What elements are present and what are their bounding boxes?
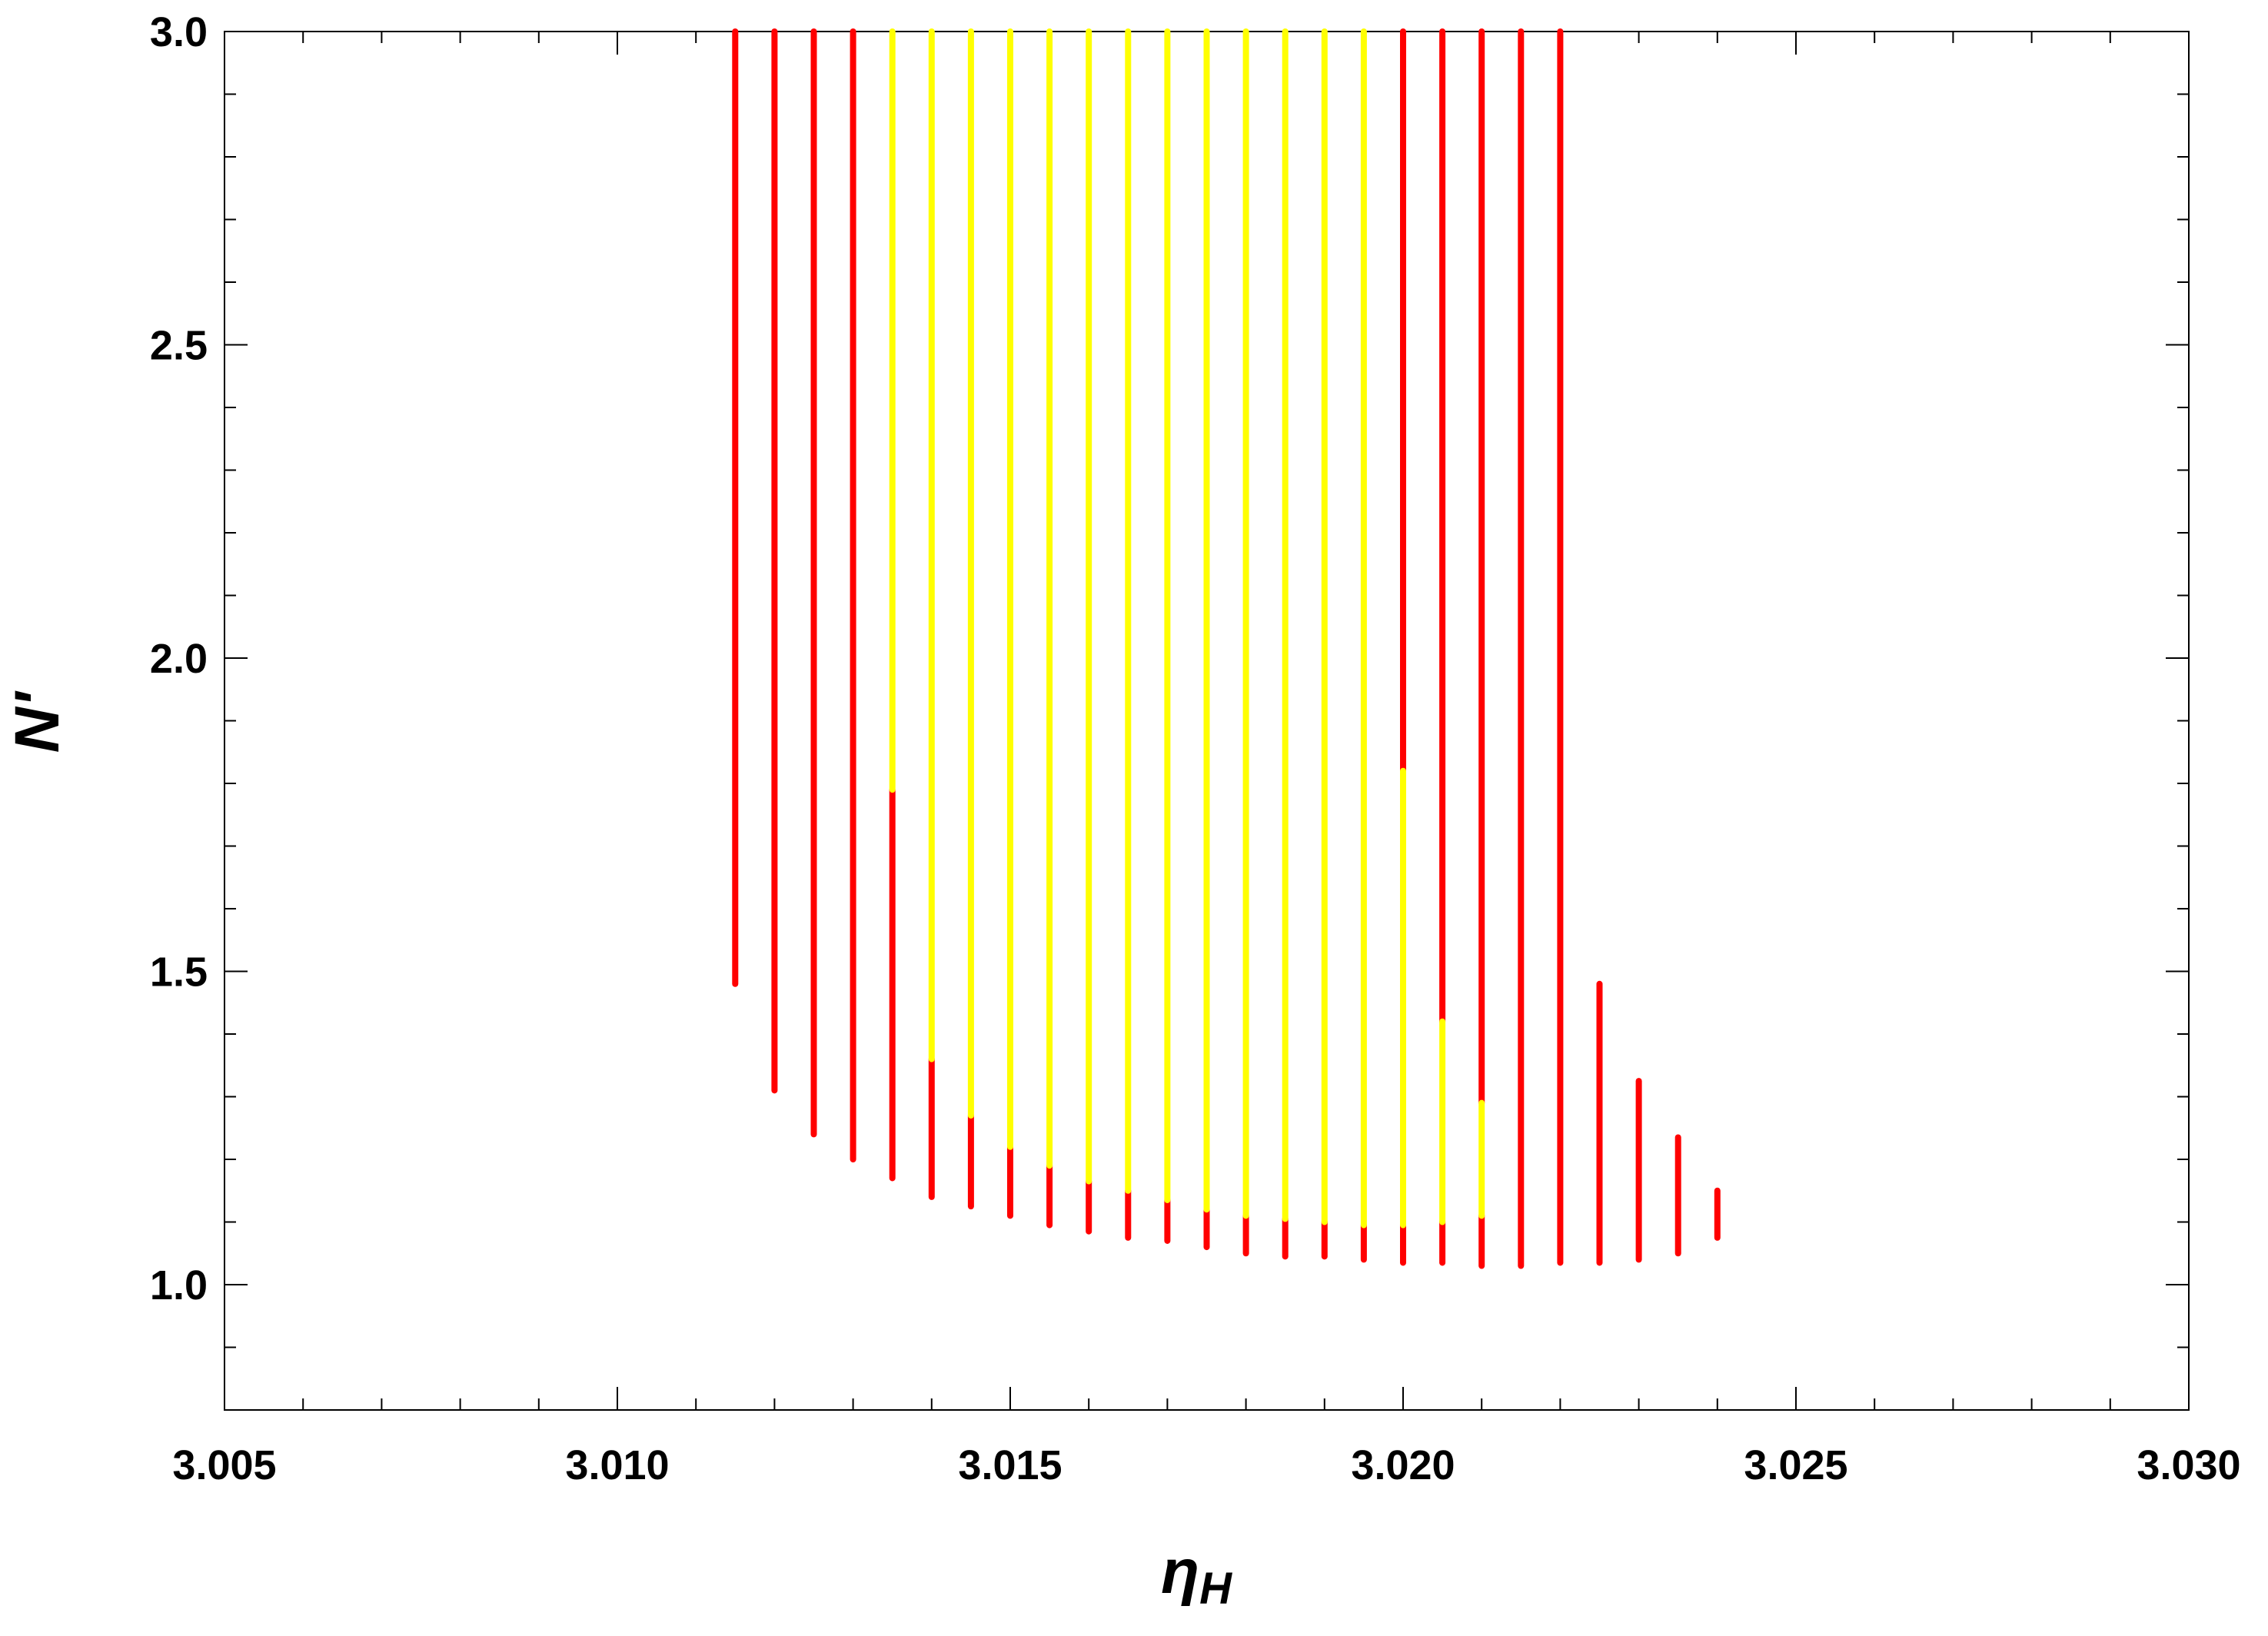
y-tick-label: 2.5 [150,323,208,369]
x-label-subscript: H [1199,1564,1232,1614]
x-label-symbol: η [1161,1537,1199,1607]
x-axis-label: ηH [1161,1537,1232,1614]
y-axis-label: N' [2,690,72,753]
x-tick-label: 3.020 [1351,1442,1455,1488]
x-tick-label: 3.010 [565,1442,669,1488]
y-tick-label: 3.0 [150,9,208,55]
x-tick-label: 3.015 [958,1442,1062,1488]
x-tick-label: 3.030 [2137,1442,2240,1488]
y-tick-label: 2.0 [150,636,208,682]
x-tick-label: 3.005 [172,1442,276,1488]
y-tick-label: 1.5 [150,949,208,996]
y-tick-label: 1.0 [150,1262,208,1308]
x-tick-label: 3.025 [1744,1442,1847,1488]
